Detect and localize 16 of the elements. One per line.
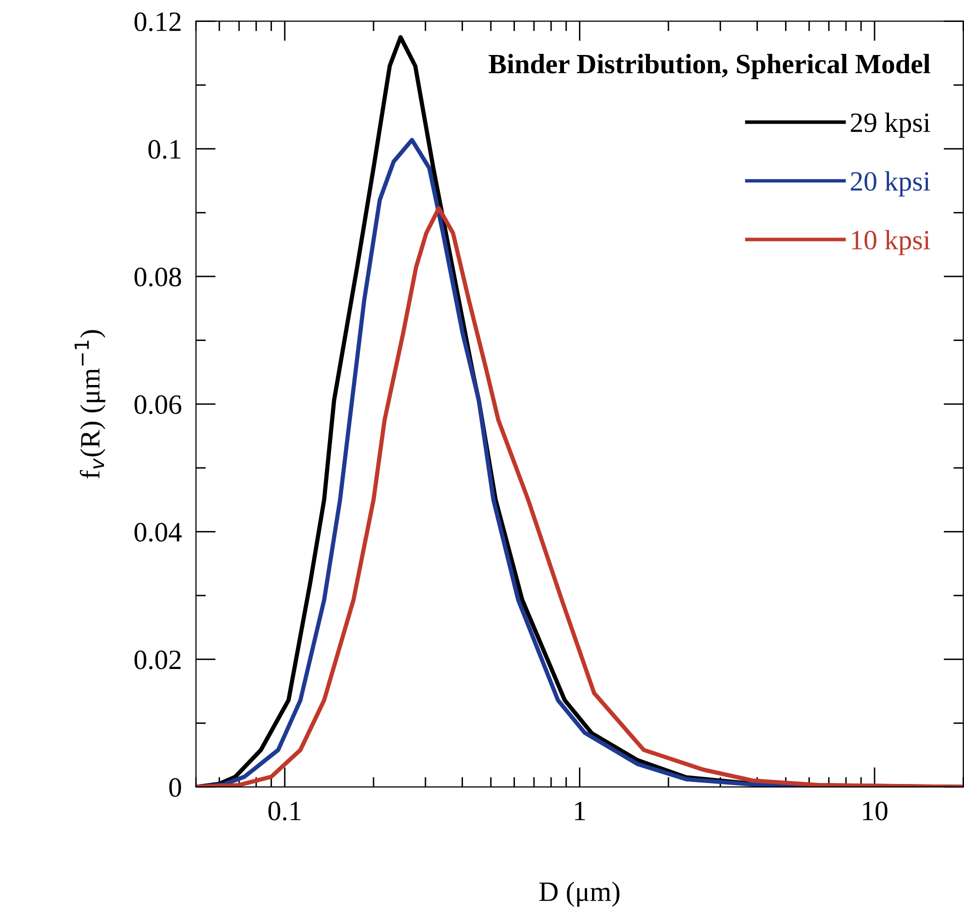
y-tick-label: 0.04: [134, 522, 182, 542]
x-axis-title: D (μm): [539, 882, 620, 907]
y-tick-label: 0: [169, 778, 182, 797]
y-tick-label: 0.12: [134, 12, 181, 32]
y-tick-label: 0.02: [134, 650, 181, 670]
y-tick-label: 0.06: [134, 395, 182, 414]
legend-label: 29 kpsi: [850, 112, 930, 138]
y-tick-label: 0.1: [148, 140, 180, 159]
legend-label: 10 kpsi: [852, 230, 930, 256]
y-axis-title: f$_{v}$(R) (μm$^{−1}$): [74, 330, 106, 479]
x-tick-label: 10: [863, 802, 888, 820]
x-tick-label: 0.1: [268, 802, 300, 821]
x-tick-label: 1: [575, 802, 585, 820]
legend-label: 20 kpsi: [850, 171, 930, 196]
y-tick-label: 0.08: [134, 268, 182, 286]
legend-title: Binder Distribution, Spherical Model: [488, 54, 930, 80]
